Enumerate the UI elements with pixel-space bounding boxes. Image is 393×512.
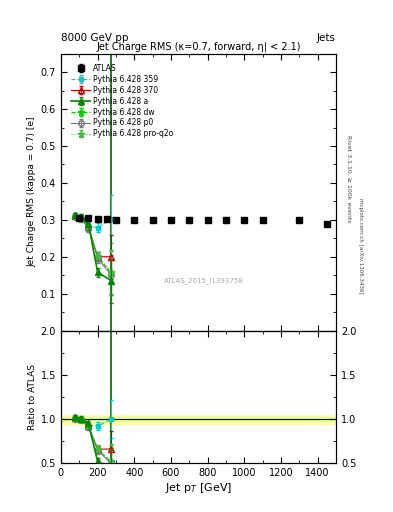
Y-axis label: Ratio to ATLAS: Ratio to ATLAS	[28, 364, 37, 430]
Y-axis label: Jet Charge RMS (kappa = 0.7) [e]: Jet Charge RMS (kappa = 0.7) [e]	[28, 117, 37, 267]
Text: Rivet 3.1.10, ≥ 100k events: Rivet 3.1.10, ≥ 100k events	[347, 135, 352, 223]
Legend: ATLAS, Pythia 6.428 359, Pythia 6.428 370, Pythia 6.428 a, Pythia 6.428 dw, Pyth: ATLAS, Pythia 6.428 359, Pythia 6.428 37…	[70, 62, 175, 140]
X-axis label: Jet p$_{T}$ [GeV]: Jet p$_{T}$ [GeV]	[165, 481, 232, 495]
Text: ATLAS_2015_I1393758: ATLAS_2015_I1393758	[164, 278, 244, 284]
Text: mcplots.cern.ch [arXiv:1306.3436]: mcplots.cern.ch [arXiv:1306.3436]	[358, 198, 363, 293]
Bar	[61, 415, 336, 423]
Title: Jet Charge RMS (κ=0.7, forward, η| < 2.1): Jet Charge RMS (κ=0.7, forward, η| < 2.1…	[96, 41, 301, 52]
Bar	[61, 417, 336, 421]
Text: Jets: Jets	[317, 33, 336, 42]
Text: 8000 GeV pp: 8000 GeV pp	[61, 33, 129, 42]
